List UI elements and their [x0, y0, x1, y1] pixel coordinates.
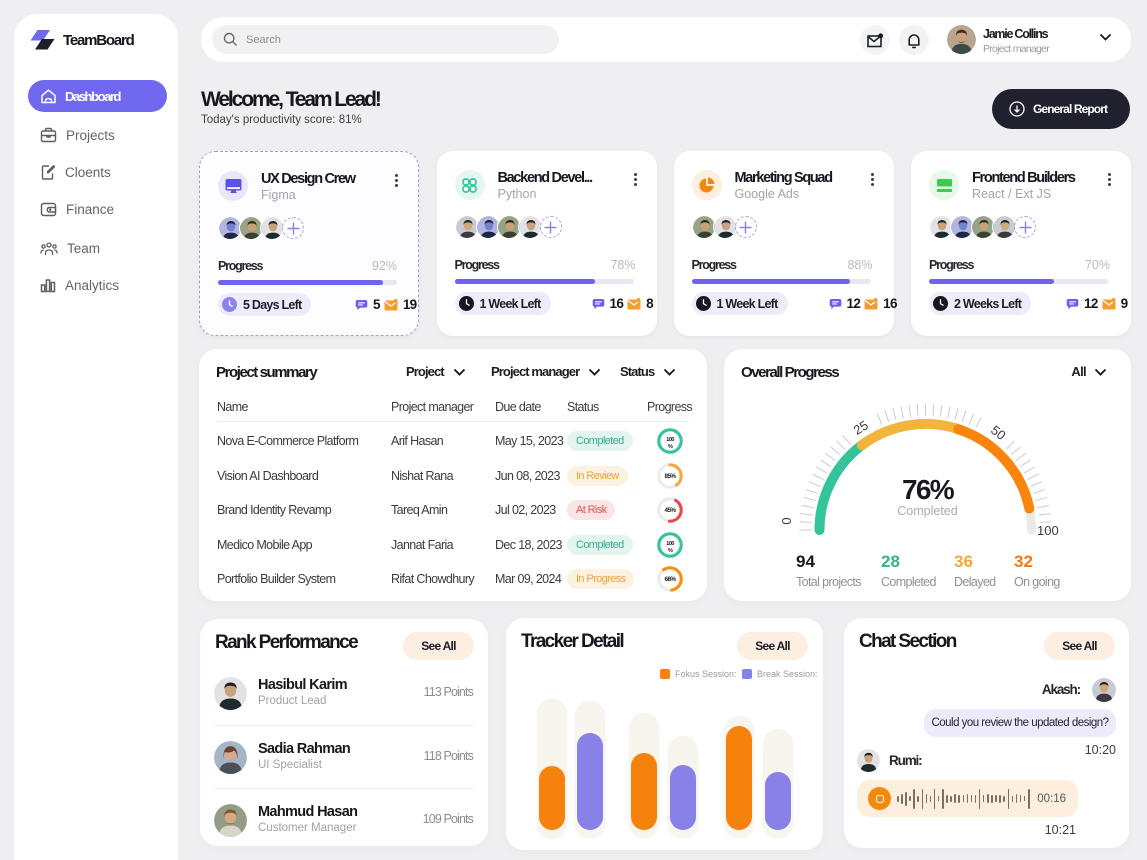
svg-text:45%: 45% — [665, 507, 677, 514]
svg-text:100: 100 — [1037, 523, 1059, 538]
svg-text:50: 50 — [988, 422, 1009, 443]
svg-text:0: 0 — [779, 517, 794, 524]
svg-text:25: 25 — [851, 417, 871, 437]
svg-text:100%: 100% — [666, 540, 674, 553]
svg-text:100%: 100% — [666, 437, 674, 450]
svg-text:85%: 85% — [665, 473, 677, 480]
svg-text:68%: 68% — [665, 576, 677, 583]
